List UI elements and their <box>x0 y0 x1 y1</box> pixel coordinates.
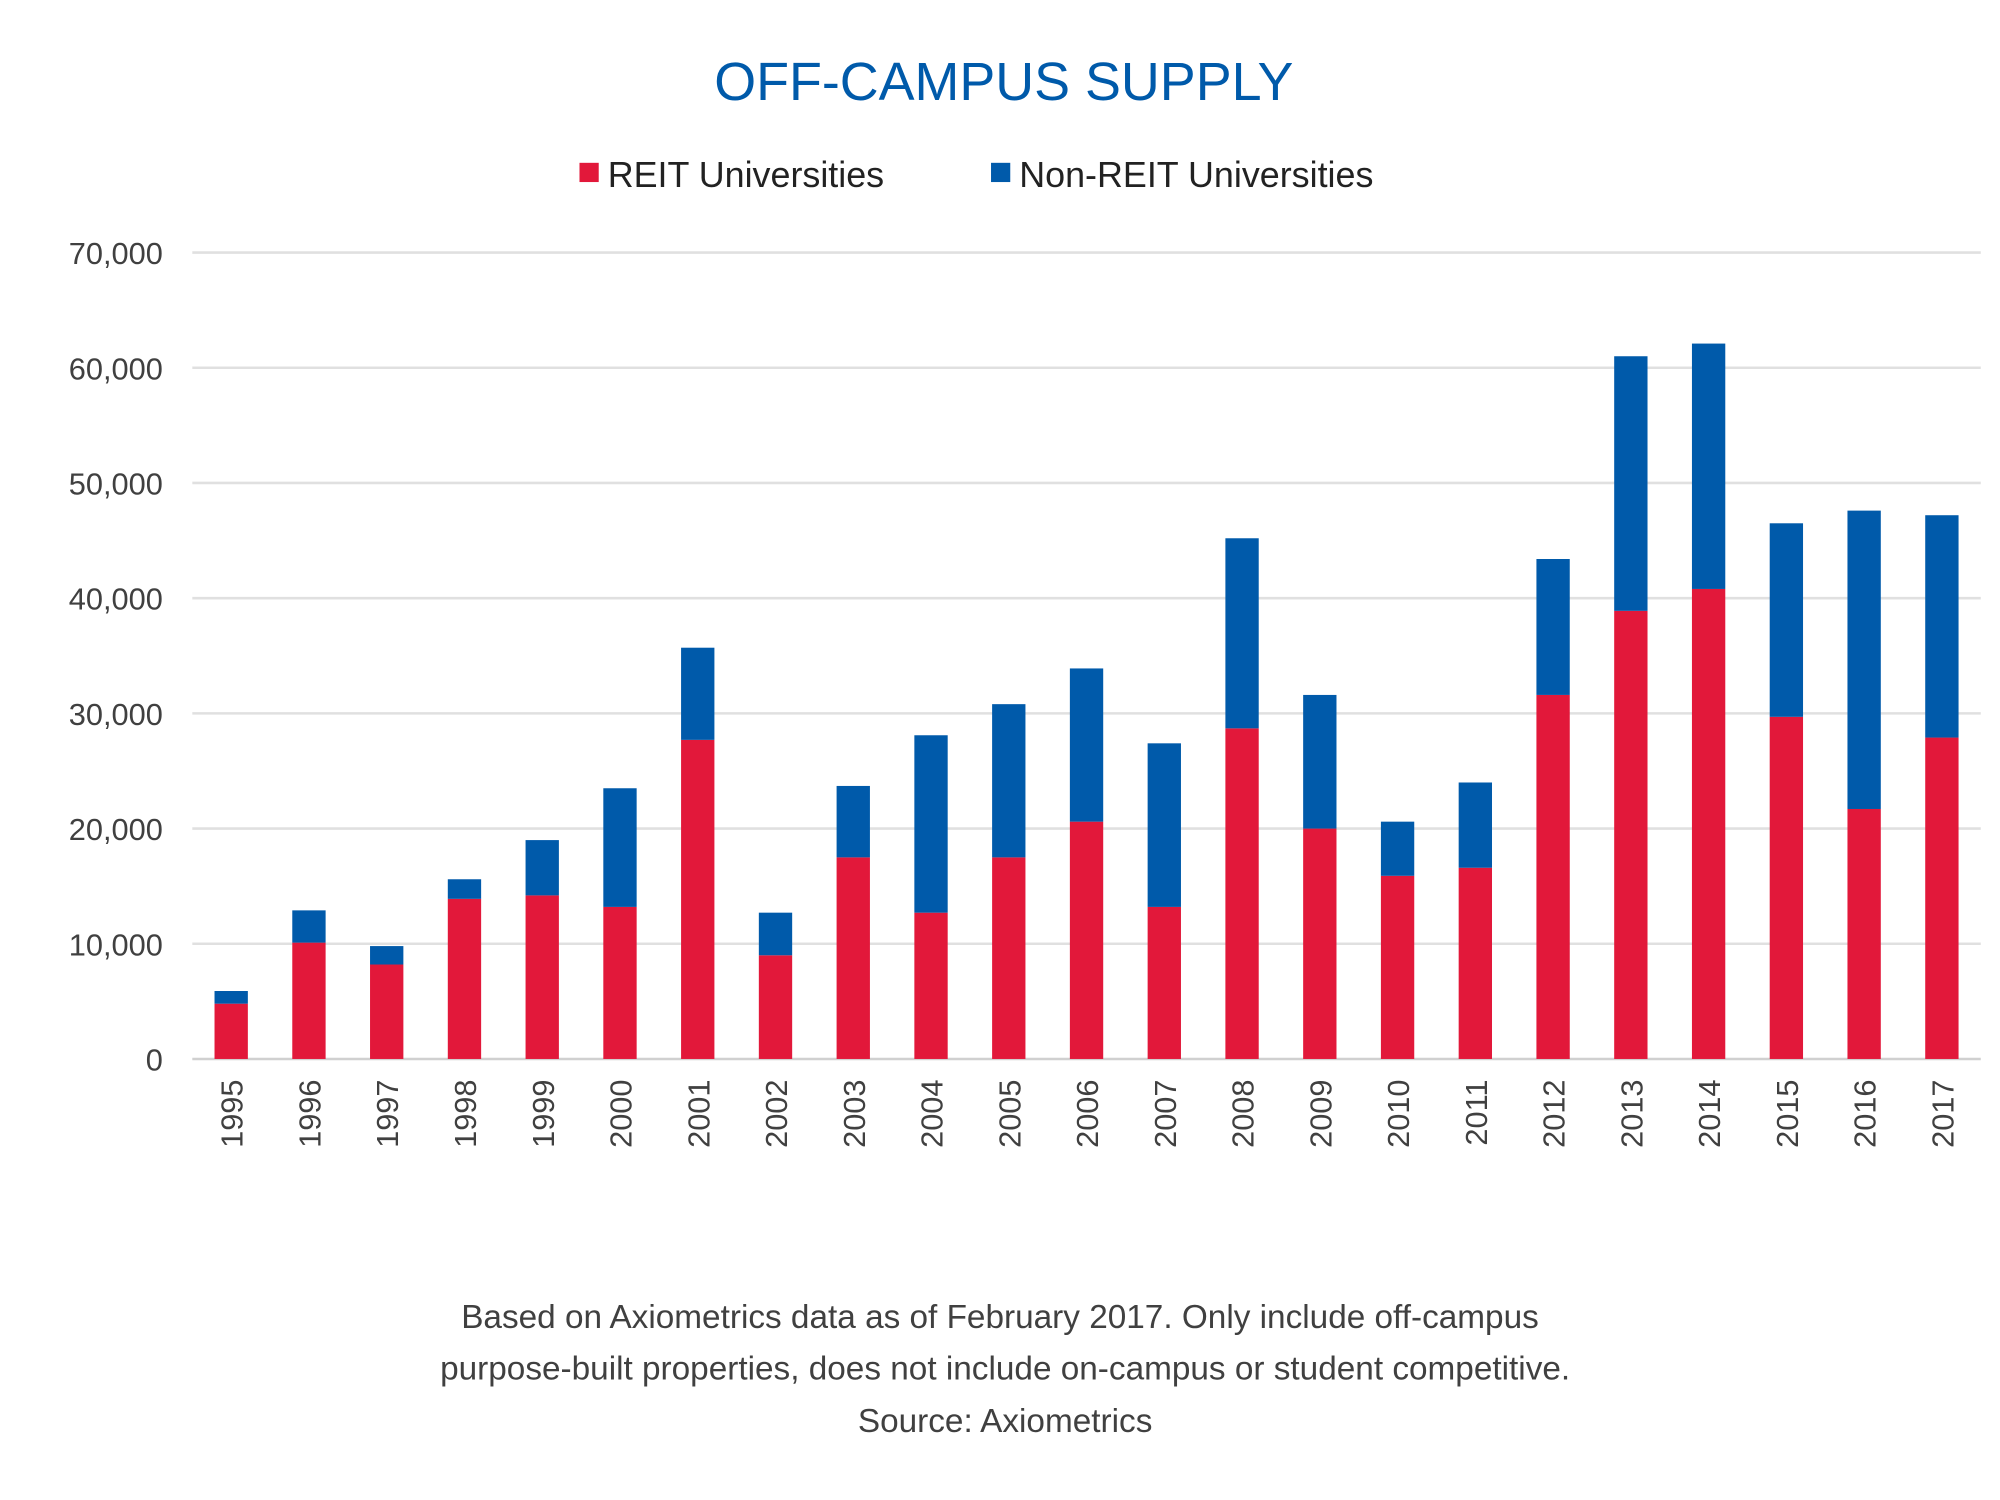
bar-reit <box>292 942 326 1059</box>
source-note: Source: Axiometrics <box>858 1403 1153 1440</box>
bar-reit <box>1147 906 1181 1059</box>
note-line-1: Based on Axiometrics data as of February… <box>461 1299 1539 1336</box>
bar-non-reit <box>758 912 793 956</box>
y-tick-label: 40,000 <box>69 582 163 617</box>
bar-reit <box>1769 716 1804 1059</box>
x-axis: 1995 1996 1997 1998 1999 2000 2001 2002 2003 2004… <box>215 1079 1961 1147</box>
x-tick-label: 2002 <box>759 1079 794 1147</box>
legend: REIT Universities Non-REIT Universities <box>579 155 1373 195</box>
bar-non-reit <box>292 910 326 943</box>
note-line-2: purpose-built properties, does not inclu… <box>440 1350 1570 1387</box>
bar-reit <box>1069 821 1104 1059</box>
y-tick-label: 70,000 <box>69 236 163 271</box>
bar-reit <box>1847 808 1881 1059</box>
bar-non-reit <box>1069 668 1104 822</box>
x-tick-label: 2000 <box>604 1079 639 1147</box>
x-tick-label: 2006 <box>1070 1079 1105 1147</box>
bar-reit <box>1536 694 1570 1059</box>
x-tick-label: 2007 <box>1148 1079 1183 1147</box>
y-axis: 0 10,000 20,000 30,000 40,000 50,000 60,000 70,… <box>69 236 163 1077</box>
chart-title: OFF-CAMPUS SUPPLY <box>714 52 1293 112</box>
y-tick-label: 50,000 <box>69 467 163 502</box>
bar-non-reit <box>1303 694 1337 829</box>
bar-reit <box>1458 867 1493 1059</box>
bar-non-reit <box>1925 515 1959 738</box>
bar-reit <box>1614 610 1648 1059</box>
bar-non-reit <box>525 840 559 896</box>
bar-non-reit <box>681 647 715 740</box>
x-tick-label: 1998 <box>448 1079 483 1147</box>
bar-reit <box>603 906 637 1059</box>
x-tick-label: 2013 <box>1614 1079 1649 1147</box>
legend-label-reit: REIT Universities <box>608 155 884 195</box>
legend-label-non-reit: Non-REIT Universities <box>1019 155 1373 195</box>
bar-non-reit <box>1847 510 1881 809</box>
x-tick-label: 2003 <box>837 1079 872 1147</box>
x-tick-label: 2011 <box>1459 1079 1494 1145</box>
bar-reit <box>836 857 870 1059</box>
bar-reit <box>1225 728 1259 1059</box>
x-tick-label: 2004 <box>915 1079 950 1147</box>
x-tick-label: 1995 <box>215 1079 250 1147</box>
bar-reit <box>214 1003 248 1059</box>
bar-non-reit <box>1380 821 1415 876</box>
legend-swatch-non-reit <box>991 162 1011 183</box>
bar-non-reit <box>603 788 637 907</box>
bar-non-reit <box>992 704 1026 858</box>
footnote: Based on Axiometrics data as of February… <box>440 1299 1570 1440</box>
bar-reit <box>681 739 715 1059</box>
x-tick-label: 2005 <box>992 1079 1027 1147</box>
y-tick-label: 0 <box>146 1043 163 1078</box>
bar-reit <box>992 857 1026 1059</box>
x-tick-label: 2015 <box>1770 1079 1805 1147</box>
bar-reit <box>525 895 559 1059</box>
bar-non-reit <box>1536 559 1570 695</box>
x-tick-label: 1999 <box>526 1079 561 1147</box>
x-tick-label: 2010 <box>1381 1079 1416 1147</box>
bar-reit <box>1925 737 1959 1059</box>
bar-non-reit <box>447 879 482 899</box>
bar-non-reit <box>1147 743 1181 907</box>
bar-reit <box>447 898 482 1059</box>
bar-reit <box>1303 828 1337 1059</box>
x-tick-label: 2012 <box>1537 1079 1572 1147</box>
bar-reit <box>370 964 404 1059</box>
bar-non-reit <box>1691 343 1726 589</box>
bar-non-reit <box>1458 782 1493 868</box>
x-tick-label: 2008 <box>1226 1079 1261 1147</box>
x-tick-label: 2001 <box>681 1079 716 1147</box>
bar-reit <box>1691 588 1726 1059</box>
legend-swatch-reit <box>579 162 599 183</box>
x-tick-label: 1997 <box>370 1079 405 1147</box>
x-tick-label: 2016 <box>1848 1079 1883 1147</box>
bar-non-reit <box>836 785 870 858</box>
bar-reit <box>914 912 948 1059</box>
bar-non-reit <box>370 946 404 965</box>
y-tick-label: 10,000 <box>69 927 163 962</box>
bar-reit <box>1380 875 1415 1059</box>
bar-reit <box>758 955 793 1059</box>
x-tick-label: 2017 <box>1925 1079 1960 1147</box>
bar-non-reit <box>1769 523 1804 717</box>
bar-non-reit <box>214 991 248 1004</box>
y-tick-label: 30,000 <box>69 697 163 732</box>
y-tick-label: 60,000 <box>69 351 163 386</box>
x-tick-label: 2009 <box>1303 1079 1338 1147</box>
bar-non-reit <box>914 735 948 913</box>
x-tick-label: 1996 <box>292 1079 327 1147</box>
bar-non-reit <box>1614 356 1648 611</box>
x-tick-label: 2014 <box>1692 1079 1727 1147</box>
bars <box>214 343 1959 1059</box>
y-tick-label: 20,000 <box>69 812 163 847</box>
bar-non-reit <box>1225 538 1259 729</box>
